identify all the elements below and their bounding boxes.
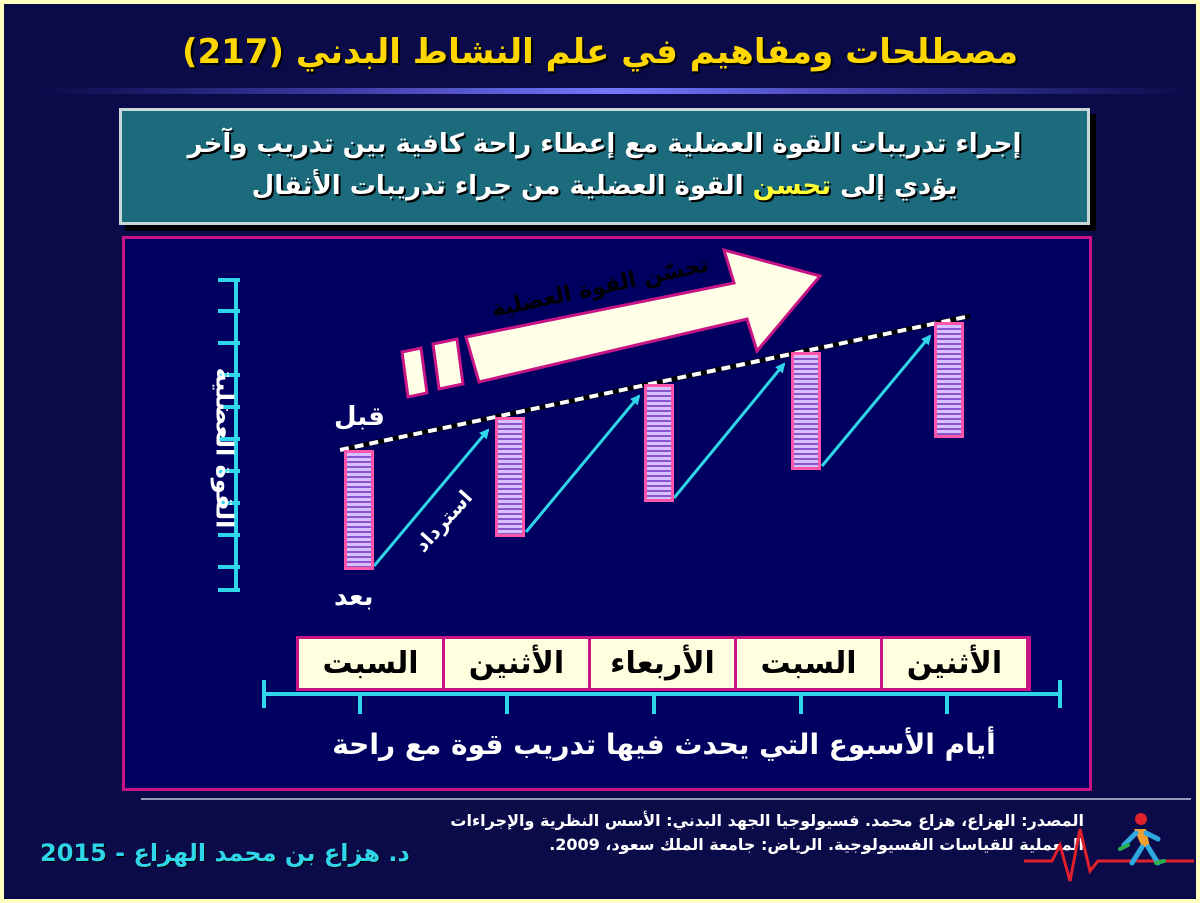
- strength-bar: [934, 322, 964, 438]
- source-citation: المصدر: الهزاع، هزاع محمد. فسيولوجيا الج…: [444, 809, 1084, 857]
- page-title: مصطلحات ومفاهيم في علم النشاط البدني (21…: [181, 32, 1019, 72]
- strength-bar: [791, 352, 821, 470]
- day-cell: الأثنين: [445, 639, 588, 688]
- day-cell: الأثنين: [883, 639, 1026, 688]
- source-line-1: المصدر: الهزاع، هزاع محمد. فسيولوجيا الج…: [450, 811, 1084, 830]
- intro-line-2-end: القوة العضلية من جراء تدريبات الأثقال: [251, 171, 753, 201]
- trend-line: [339, 314, 971, 452]
- before-label: قبل: [334, 402, 385, 432]
- y-axis: [218, 278, 240, 592]
- x-axis: [262, 680, 1062, 714]
- improvement-arrow: [400, 247, 823, 399]
- title-divider: [40, 88, 1190, 94]
- intro-line-2: يؤدي إلى تحسن القوة العضلية من جراء تدري…: [122, 165, 1087, 207]
- days-row: السبت الأثنين الأربعاء السبت الأثنين: [296, 636, 1031, 691]
- intro-box: إجراء تدريبات القوة العضلية مع إعطاء راح…: [119, 108, 1090, 225]
- source-line-2: المعملية للقياسات الفسيولوجية. الرياض: ج…: [549, 835, 1084, 854]
- day-cell: السبت: [737, 639, 880, 688]
- running-person-logo: [1024, 813, 1194, 882]
- strength-bar: [495, 417, 525, 537]
- after-label: بعد: [334, 582, 374, 612]
- intro-line-1: إجراء تدريبات القوة العضلية مع إعطاء راح…: [187, 129, 1022, 159]
- intro-line-2-start: يؤدي إلى: [831, 171, 958, 201]
- day-cell: السبت: [299, 639, 442, 688]
- intro-highlight: تحسن: [752, 171, 832, 201]
- y-axis-label: القوة العضلية: [210, 367, 239, 529]
- source-divider: [141, 798, 1191, 800]
- diagram-graphics: [218, 247, 1062, 714]
- strength-bar: [644, 384, 674, 502]
- recovery-arrows: [372, 334, 932, 567]
- day-cell: الأربعاء: [591, 639, 734, 688]
- strength-bar: [344, 450, 374, 570]
- x-axis-label: أيام الأسبوع التي يحدث فيها تدريب قوة مع…: [332, 728, 996, 761]
- ecg-line-icon: [1024, 828, 1194, 882]
- slide: مصطلحات ومفاهيم في علم النشاط البدني (21…: [4, 4, 1196, 899]
- author-credit: د. هزاع بن محمد الهزاع - 2015: [40, 839, 410, 867]
